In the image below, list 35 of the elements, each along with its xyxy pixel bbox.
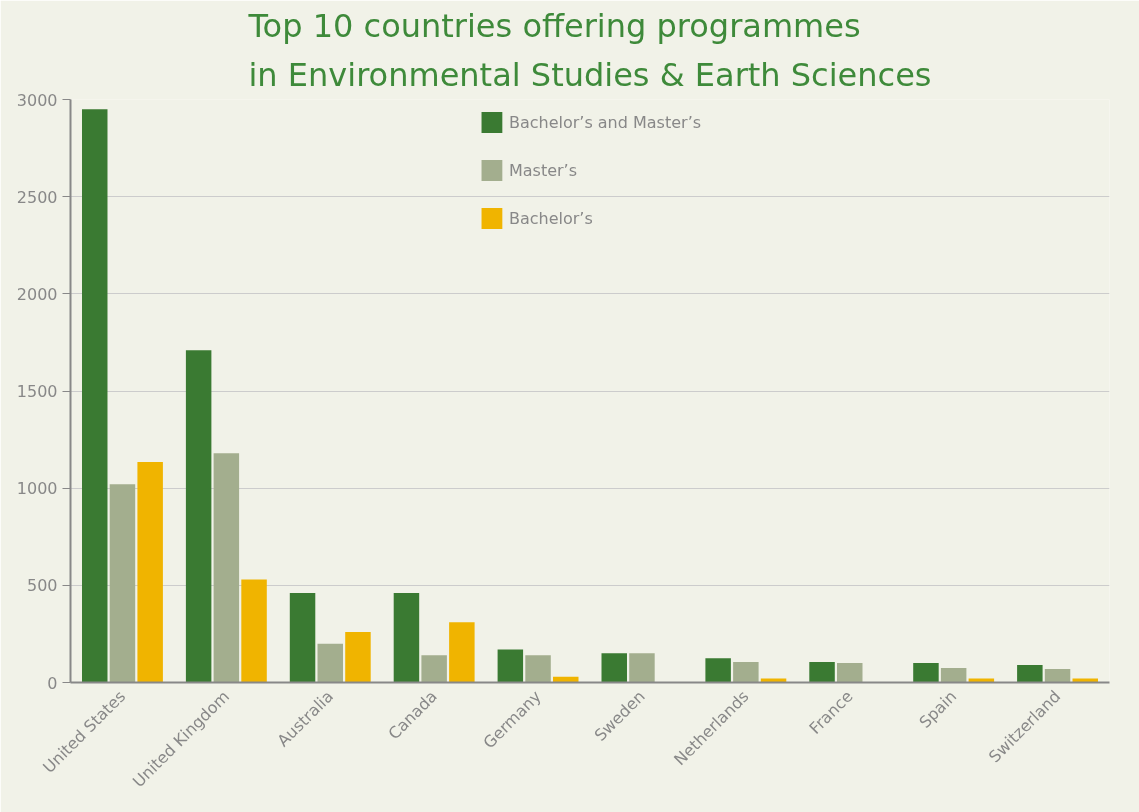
bar [345,631,371,683]
legend-label: Bachelor’s and Master’s [508,112,702,132]
legend-label: Bachelor’s [508,208,593,228]
bar [185,350,212,683]
bar [449,622,475,683]
y-tick-label: 1000 [16,479,58,499]
y-tick-label: 3000 [16,90,58,110]
bar [733,662,759,683]
bar [629,653,655,683]
bar [913,663,939,683]
legend-label: Master’s [508,160,577,180]
chart-title: Top 10 countries offering programmes in Environmental Studies & Earth Sciences [247,7,932,95]
bar [393,593,420,683]
bar [837,663,863,683]
y-tick-label: 500 [26,576,58,596]
bar [82,109,108,683]
bar [109,484,136,683]
bar [421,655,447,683]
y-tick-label: 1500 [16,382,58,401]
y-tick-label: 0 [47,673,58,693]
bar [289,593,316,683]
bar [809,662,835,683]
bar [601,653,627,683]
bar [1017,665,1043,683]
bar [940,667,967,683]
bar [705,658,731,683]
bar [137,461,163,683]
bar [525,655,551,683]
bar [497,649,524,683]
bar [317,643,343,683]
y-tick-label: 2000 [16,284,58,304]
bar [1044,668,1071,683]
bar [241,579,267,683]
y-tick-label: 2500 [16,187,58,207]
bar [213,453,240,683]
